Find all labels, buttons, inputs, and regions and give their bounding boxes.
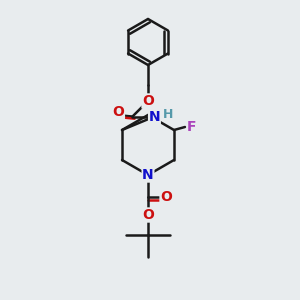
Text: N: N: [142, 168, 154, 182]
Text: O: O: [142, 208, 154, 222]
Text: O: O: [112, 105, 124, 118]
Text: H: H: [163, 108, 174, 121]
Text: O: O: [160, 190, 172, 204]
Text: O: O: [142, 94, 154, 108]
Text: F: F: [187, 120, 197, 134]
Text: N: N: [148, 110, 160, 124]
